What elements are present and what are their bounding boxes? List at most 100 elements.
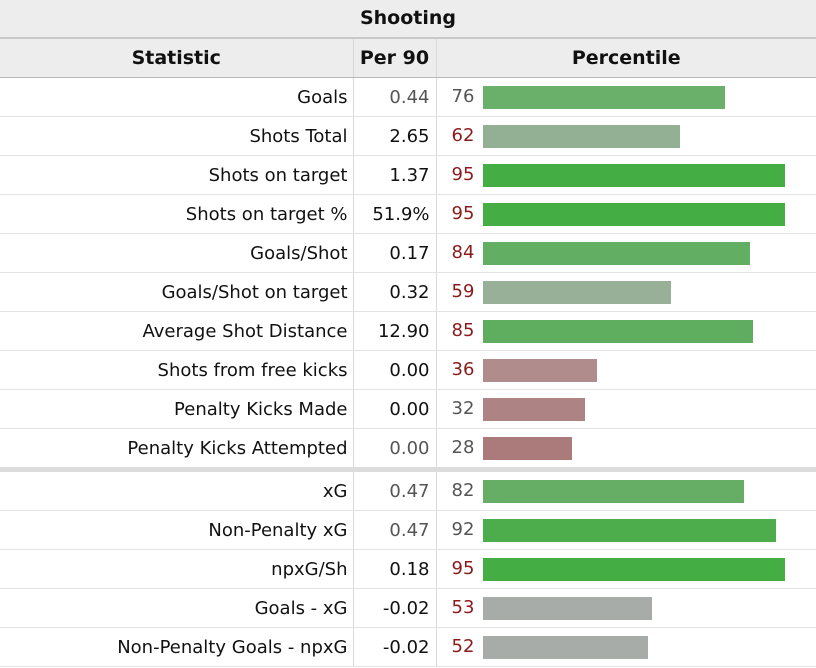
table-row: Goals 0.44 76 bbox=[0, 77, 816, 117]
percentile-cell: 76 bbox=[435, 77, 816, 117]
table-row: Shots from free kicks 0.00 36 bbox=[0, 350, 816, 390]
percentile-bar bbox=[482, 164, 785, 187]
percentile-bar bbox=[482, 242, 750, 265]
stat-label: Penalty Kicks Made bbox=[0, 389, 353, 429]
percentile-value: 85 bbox=[451, 320, 475, 341]
per90-value: 0.47 bbox=[352, 510, 436, 550]
percentile-cell: 82 bbox=[435, 472, 816, 511]
header-row: Statistic Per 90 Percentile bbox=[0, 39, 816, 78]
percentile-bar bbox=[482, 558, 785, 581]
table-row: Goals/Shot on target 0.32 59 bbox=[0, 272, 816, 312]
percentile-bar-track bbox=[482, 164, 801, 187]
per90-value: 0.17 bbox=[352, 233, 436, 273]
stat-label: Goals/Shot on target bbox=[0, 272, 353, 312]
per90-value: 12.90 bbox=[352, 311, 436, 351]
stat-label: xG bbox=[0, 472, 353, 511]
percentile-value: 53 bbox=[451, 597, 475, 618]
percentile-value: 62 bbox=[451, 125, 475, 146]
percentile-bar-track bbox=[482, 519, 801, 542]
percentile-bar-track bbox=[482, 398, 801, 421]
percentile-bar bbox=[482, 519, 776, 542]
stat-label: Goals/Shot bbox=[0, 233, 353, 273]
percentile-value: 59 bbox=[451, 281, 475, 302]
per90-value: 0.32 bbox=[352, 272, 436, 312]
stat-label: Shots on target bbox=[0, 155, 353, 195]
percentile-value: 52 bbox=[451, 636, 475, 657]
percentile-cell: 59 bbox=[435, 272, 816, 312]
per90-value: -0.02 bbox=[352, 627, 436, 667]
per90-value: 0.00 bbox=[352, 389, 436, 429]
table-row: xG 0.47 82 bbox=[0, 472, 816, 511]
per90-value: 0.44 bbox=[352, 77, 436, 117]
percentile-header[interactable]: Percentile bbox=[435, 39, 816, 78]
percentile-bar bbox=[482, 437, 572, 460]
table-row: Shots on target 1.37 95 bbox=[0, 155, 816, 195]
per90-value: 2.65 bbox=[352, 116, 436, 156]
statistic-header[interactable]: Statistic bbox=[0, 39, 353, 78]
stat-label: Goals - xG bbox=[0, 588, 353, 628]
stats-table: Statistic Per 90 Percentile Goals 0.44 76 S… bbox=[0, 39, 816, 667]
per90-value: 0.00 bbox=[352, 428, 436, 467]
percentile-cell: 85 bbox=[435, 311, 816, 351]
percentile-value: 95 bbox=[451, 164, 475, 185]
percentile-cell: 84 bbox=[435, 233, 816, 273]
stat-label: Average Shot Distance bbox=[0, 311, 353, 351]
table-row: Shots Total 2.65 62 bbox=[0, 116, 816, 156]
stat-label: Penalty Kicks Attempted bbox=[127, 437, 348, 459]
table-row: Non-Penalty xG 0.47 92 bbox=[0, 510, 816, 550]
percentile-cell: 28 bbox=[435, 428, 816, 467]
per90-value: 1.37 bbox=[352, 155, 436, 195]
percentile-bar-track bbox=[482, 203, 801, 226]
percentile-bar-track bbox=[482, 242, 801, 265]
stats-body: Goals 0.44 76 Shots Total 2.65 62 Shots on tar… bbox=[0, 77, 816, 667]
percentile-value: 36 bbox=[451, 359, 475, 380]
table-row: Goals - xG -0.02 53 bbox=[0, 588, 816, 628]
percentile-bar bbox=[482, 398, 585, 421]
table-row: Non-Penalty Goals - npxG -0.02 52 bbox=[0, 627, 816, 667]
percentile-value: 95 bbox=[451, 558, 475, 579]
percentile-bar bbox=[482, 125, 680, 148]
stat-label: Shots Total bbox=[0, 116, 353, 156]
per90-value: 51.9% bbox=[352, 194, 436, 234]
percentile-bar bbox=[482, 597, 652, 620]
percentile-bar bbox=[482, 320, 753, 343]
stat-label: Shots from free kicks bbox=[0, 350, 353, 390]
section-title: Shooting bbox=[0, 0, 816, 39]
stat-label: npxG/Sh bbox=[0, 549, 353, 589]
stat-label: Shots on target % bbox=[0, 194, 353, 234]
per90-value: 0.00 bbox=[352, 350, 436, 390]
percentile-bar bbox=[482, 86, 725, 109]
stat-label: Non-Penalty Goals - npxG bbox=[0, 627, 353, 667]
table-row: Shots on target % 51.9% 95 bbox=[0, 194, 816, 234]
percentile-bar bbox=[482, 203, 785, 226]
percentile-bar bbox=[482, 480, 744, 503]
percentile-value: 76 bbox=[451, 86, 475, 107]
percentile-value: 32 bbox=[451, 398, 475, 419]
percentile-bar-track bbox=[482, 636, 801, 659]
percentile-bar bbox=[482, 281, 671, 304]
table-row: npxG/Sh 0.18 95 bbox=[0, 549, 816, 589]
percentile-bar bbox=[482, 359, 597, 382]
percentile-cell: 92 bbox=[435, 510, 816, 550]
table-row: Average Shot Distance 12.90 85 bbox=[0, 311, 816, 351]
percentile-bar-track bbox=[482, 86, 801, 109]
percentile-bar-track bbox=[482, 320, 801, 343]
table-row: Goals/Shot 0.17 84 bbox=[0, 233, 816, 273]
group-separator bbox=[0, 467, 816, 472]
percentile-cell: 36 bbox=[435, 350, 816, 390]
percentile-cell: 95 bbox=[435, 155, 816, 195]
per90-header[interactable]: Per 90 bbox=[352, 39, 436, 78]
percentile-value: 92 bbox=[451, 519, 475, 540]
percentile-value: 95 bbox=[451, 203, 475, 224]
percentile-value: 28 bbox=[451, 437, 475, 458]
percentile-value: 82 bbox=[451, 480, 475, 501]
percentile-bar-track bbox=[482, 125, 801, 148]
percentile-cell: 52 bbox=[435, 627, 816, 667]
stat-label: Goals bbox=[0, 77, 353, 117]
percentile-cell: 95 bbox=[435, 549, 816, 589]
percentile-bar bbox=[482, 636, 648, 659]
percentile-bar-track bbox=[482, 437, 801, 460]
per90-value: 0.18 bbox=[352, 549, 436, 589]
stat-label: Non-Penalty xG bbox=[0, 510, 353, 550]
percentile-bar-track bbox=[482, 359, 801, 382]
